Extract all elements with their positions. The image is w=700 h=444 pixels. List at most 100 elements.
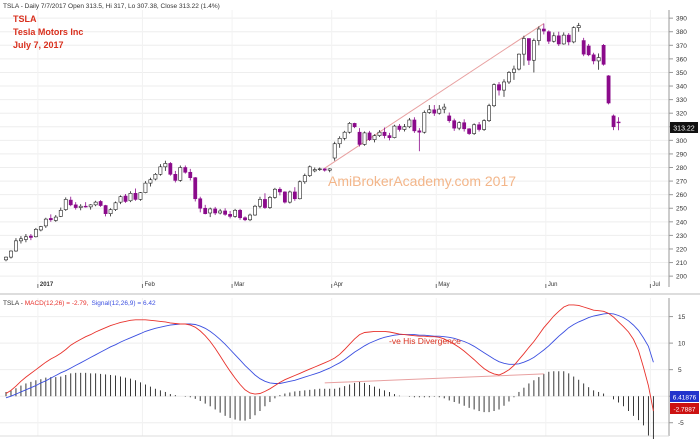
- candle-body: [472, 124, 477, 134]
- candle-body: [208, 208, 213, 214]
- macd-tick-label: 15: [678, 314, 686, 321]
- candle: [287, 190, 292, 204]
- candle-body: [103, 205, 108, 214]
- x-tick-label: Mar: [234, 282, 244, 288]
- candle: [551, 32, 556, 43]
- candles: [4, 22, 621, 262]
- candle-body: [148, 179, 153, 184]
- candle-body: [482, 120, 486, 130]
- macd-header-prefix: TSLA -: [3, 300, 25, 307]
- candle: [492, 83, 496, 108]
- candle: [307, 165, 312, 178]
- candle-body: [332, 143, 337, 159]
- candle-body: [502, 81, 506, 91]
- price-tick-label: 380: [676, 29, 687, 36]
- watermark: AmiBrokerAcademy.com 2017: [328, 173, 516, 189]
- candle-body: [412, 119, 417, 132]
- candle: [586, 43, 591, 57]
- candle: [213, 206, 218, 216]
- candle-body: [601, 45, 606, 65]
- candle: [581, 37, 586, 57]
- candle-body: [437, 108, 442, 114]
- candle: [88, 204, 93, 210]
- candle-body: [367, 132, 372, 140]
- candle-body: [517, 53, 521, 70]
- candle-body: [322, 168, 327, 171]
- candle: [392, 124, 397, 139]
- candle-body: [24, 236, 28, 240]
- candle: [263, 193, 267, 209]
- candle-body: [337, 138, 342, 145]
- x-axis-labels: 2017 Feb Mar Apr May Jun Jul: [37, 282, 660, 288]
- candle: [352, 122, 357, 129]
- candle: [83, 202, 88, 208]
- candle: [536, 26, 541, 46]
- candle: [292, 187, 297, 201]
- candle-body: [307, 166, 312, 176]
- candle-body: [63, 199, 68, 210]
- candle-body: [606, 75, 611, 104]
- macd-tick-label: 5: [678, 367, 682, 374]
- candle: [253, 204, 257, 216]
- price-tick-label: 280: [676, 165, 687, 172]
- candle: [208, 207, 213, 218]
- candle-body: [317, 168, 322, 170]
- candle: [14, 238, 18, 252]
- candle: [512, 65, 516, 80]
- candle-body: [268, 197, 272, 208]
- candle: [113, 201, 118, 211]
- histogram-trendline: [324, 373, 544, 384]
- price-tick-label: 270: [676, 179, 687, 186]
- price-tick-label: 290: [676, 151, 687, 158]
- candle-body: [28, 235, 33, 238]
- candle-body: [616, 121, 621, 124]
- candle: [412, 117, 417, 133]
- candle: [43, 217, 48, 228]
- candle: [68, 196, 73, 207]
- candle-body: [392, 125, 397, 138]
- candle-body: [462, 122, 467, 130]
- macd-tick-label: -5: [678, 420, 684, 427]
- candle-body: [347, 123, 352, 133]
- candle-body: [312, 169, 317, 172]
- candle: [118, 195, 123, 205]
- candle-body: [397, 125, 402, 130]
- price-tick-label: 370: [676, 43, 687, 50]
- price-tick-label: 390: [676, 16, 687, 23]
- candle: [427, 105, 432, 114]
- candle-body: [128, 193, 133, 202]
- candle: [541, 23, 546, 35]
- candle-body: [477, 124, 482, 130]
- candle: [317, 167, 322, 171]
- candle-body: [452, 120, 457, 129]
- candle: [327, 168, 332, 173]
- candle: [148, 177, 153, 187]
- candle: [33, 227, 38, 238]
- candle: [223, 208, 228, 216]
- candle-body: [113, 202, 118, 210]
- candle: [163, 160, 168, 171]
- candle-body: [218, 210, 223, 214]
- candle: [9, 250, 13, 259]
- candle-body: [9, 250, 13, 258]
- macd-line: [5, 304, 654, 412]
- candle-body: [223, 210, 228, 215]
- candle-body: [556, 35, 561, 45]
- price-tick-label: 340: [676, 84, 687, 91]
- candle-body: [243, 217, 247, 221]
- macd-header: TSLA - MACD(12,26) = -2.79, Signal(12,26,…: [3, 300, 156, 307]
- candle: [571, 26, 576, 44]
- price-tick-label: 240: [676, 219, 687, 226]
- candle: [477, 122, 482, 132]
- candle-body: [108, 209, 113, 214]
- candle: [457, 121, 462, 131]
- price-tick-label: 320: [676, 111, 687, 118]
- candle: [282, 191, 287, 204]
- candle: [38, 225, 43, 232]
- candle-body: [14, 240, 18, 252]
- candle: [128, 191, 133, 203]
- price-tick-label: 230: [676, 233, 687, 240]
- candle-body: [282, 191, 287, 203]
- candle: [507, 71, 511, 85]
